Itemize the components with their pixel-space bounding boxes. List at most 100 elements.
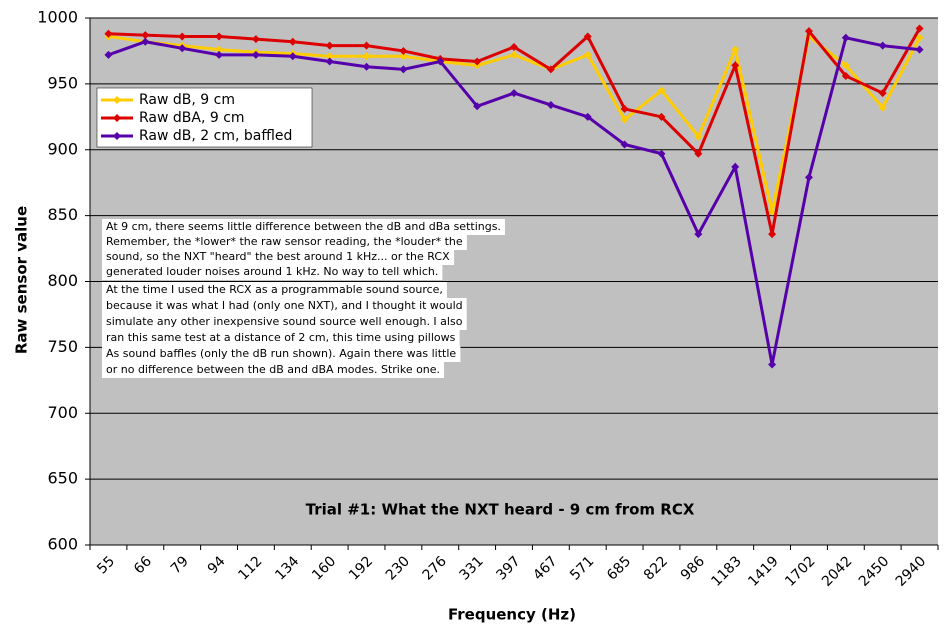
- x-tick-label: 2940: [893, 553, 930, 590]
- y-tick-label: 950: [47, 73, 78, 92]
- legend-marker: [113, 132, 121, 140]
- annotation-line: At 9 cm, there seems little difference b…: [106, 220, 501, 233]
- annotation-bg: [102, 219, 505, 235]
- marker: [878, 89, 887, 98]
- marker: [546, 65, 555, 74]
- marker: [399, 46, 408, 55]
- marker: [768, 360, 777, 369]
- annotation-line: Remember, the *lower* the raw sensor rea…: [106, 235, 463, 248]
- marker: [510, 50, 518, 59]
- annotation-bg: [102, 362, 445, 378]
- marker: [768, 207, 777, 216]
- y-tick-label: 600: [47, 535, 78, 554]
- x-tick-label: 685: [604, 553, 634, 583]
- x-tick-label: 94: [205, 553, 229, 577]
- chart-title: Trial #1: What the NXT heard - 9 cm from…: [306, 501, 695, 519]
- x-tick-label: 467: [530, 553, 560, 583]
- legend-marker: [113, 114, 121, 122]
- marker: [510, 89, 518, 98]
- legend-marker: [113, 96, 121, 104]
- marker: [325, 57, 334, 66]
- marker: [731, 61, 740, 70]
- marker: [657, 86, 666, 95]
- annotation-line: At the time I used the RCX as a programm…: [106, 283, 443, 296]
- annotation-line: or no difference between the dB and dBA …: [106, 363, 440, 376]
- marker: [178, 44, 187, 53]
- y-tick-label: 700: [47, 403, 78, 422]
- marker: [510, 42, 518, 51]
- marker: [104, 50, 113, 59]
- marker: [104, 29, 113, 38]
- x-tick-label: 79: [168, 553, 192, 577]
- y-tick-label: 1000: [37, 8, 78, 27]
- marker: [546, 100, 555, 109]
- x-tick-label: 112: [235, 553, 265, 583]
- x-tick-label: 230: [383, 553, 413, 583]
- annotation-bg: [102, 346, 461, 362]
- marker: [288, 52, 297, 61]
- marker: [841, 61, 850, 70]
- marker: [620, 140, 629, 149]
- marker: [215, 45, 224, 54]
- x-tick-label: 192: [346, 553, 376, 583]
- marker: [362, 62, 371, 71]
- annotation-bg: [102, 264, 443, 280]
- x-tick-label: 986: [678, 553, 708, 583]
- marker: [362, 41, 371, 50]
- marker: [251, 35, 260, 44]
- annotation-bg: [102, 330, 460, 346]
- marker: [251, 50, 260, 59]
- annotation-bg: [102, 234, 467, 250]
- marker: [215, 50, 224, 59]
- legend-label: Raw dB, 2 cm, baffled: [139, 128, 292, 144]
- annotation-line: generated louder noises around 1 kHz. No…: [106, 265, 438, 278]
- x-tick-label: 1702: [782, 553, 819, 590]
- marker: [620, 104, 629, 113]
- marker: [878, 41, 887, 50]
- marker: [731, 45, 740, 54]
- annotation-line: sound, so the NXT "heard" the best aroun…: [106, 250, 450, 263]
- marker: [583, 112, 592, 121]
- x-tick-label: 822: [641, 553, 671, 583]
- annotation-bg: [102, 314, 467, 330]
- legend-label: Raw dB, 9 cm: [139, 92, 235, 108]
- x-tick-label: 160: [309, 553, 339, 583]
- x-tick-label: 1183: [708, 553, 745, 590]
- marker: [694, 230, 703, 239]
- x-tick-label: 134: [272, 553, 302, 583]
- marker: [620, 115, 629, 124]
- x-tick-label: 1419: [745, 553, 782, 590]
- y-tick-label: 800: [47, 271, 78, 290]
- marker: [141, 31, 150, 40]
- y-tick-label: 900: [47, 139, 78, 158]
- marker: [215, 32, 224, 41]
- marker: [325, 41, 334, 50]
- marker: [473, 57, 482, 66]
- marker: [657, 149, 666, 158]
- marker: [841, 33, 850, 42]
- marker: [657, 112, 666, 121]
- x-tick-label: 331: [457, 553, 487, 583]
- legend: Raw dB, 9 cm Raw dBA, 9 cm Raw dB, 2 cm, b…: [96, 87, 313, 148]
- annotation-bg: [102, 282, 447, 298]
- marker: [915, 33, 924, 42]
- marker: [841, 71, 850, 80]
- x-tick-label: 2450: [856, 553, 893, 590]
- x-tick-label: 276: [420, 553, 450, 583]
- marker: [583, 32, 592, 41]
- marker: [288, 37, 297, 46]
- y-tick-label: 750: [47, 337, 78, 356]
- marker: [804, 173, 813, 182]
- marker: [399, 65, 408, 74]
- marker: [473, 102, 482, 111]
- y-tick-label: 850: [47, 205, 78, 224]
- marker: [436, 57, 445, 66]
- y-tick-label: 650: [47, 469, 78, 488]
- annotation-line: because it was what I had (only one NXT)…: [106, 299, 463, 312]
- marker: [362, 52, 371, 61]
- marker: [878, 103, 887, 112]
- annotation-line: As sound baffles (only the dB run shown)…: [106, 347, 456, 360]
- x-axis-title: Frequency (Hz): [448, 606, 576, 624]
- legend-label: Raw dBA, 9 cm: [139, 110, 245, 126]
